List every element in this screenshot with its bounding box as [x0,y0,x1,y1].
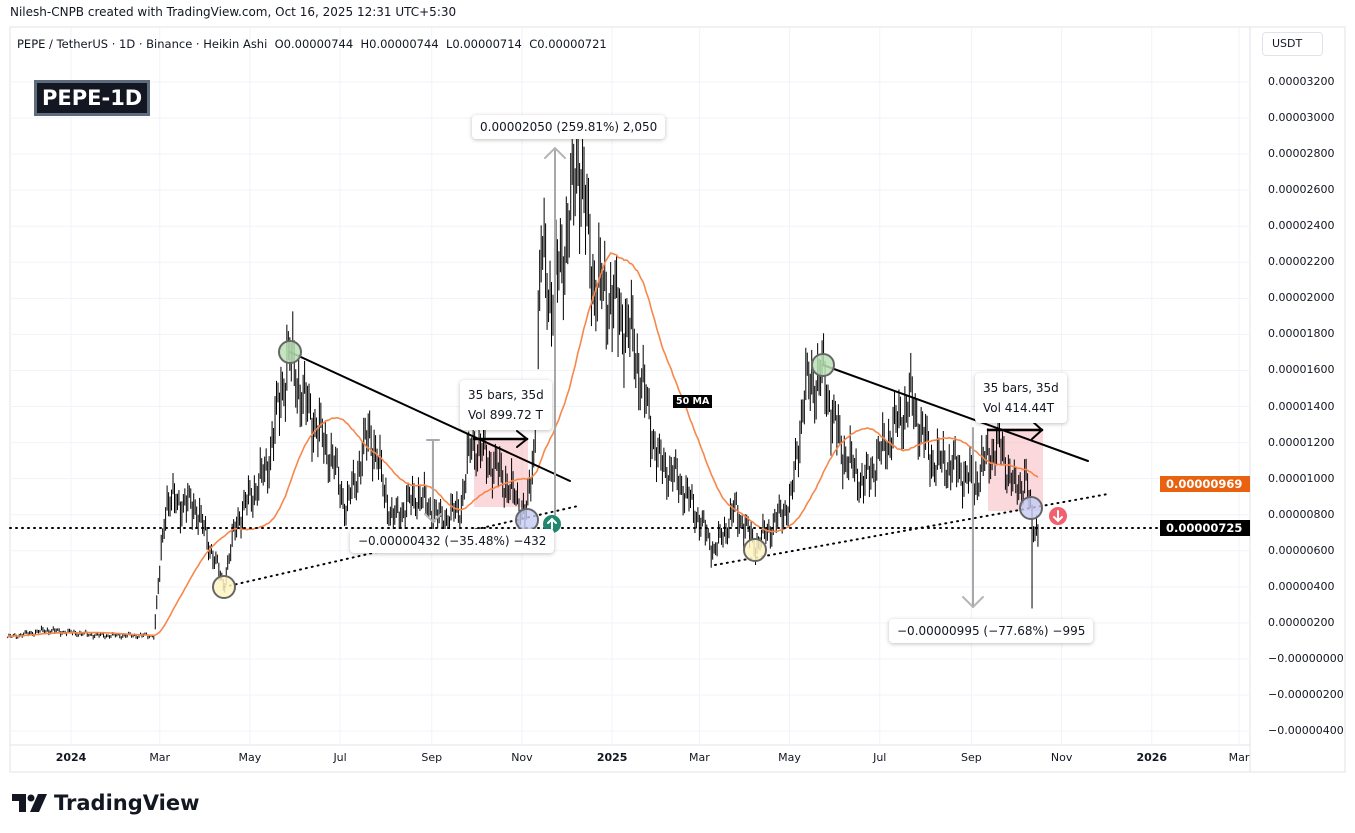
chart-badge: PEPE-1D [34,80,151,116]
range-volume-text: Vol 414.44T [983,401,1055,415]
ohlc-low: L0.00000714 [445,37,522,51]
range-info-2[interactable]: 35 bars, 35d Vol 414.44T [975,373,1067,423]
range-info-1[interactable]: 35 bars, 35d Vol 899.72 T [460,380,552,430]
time-tick-label: Mar [1228,751,1250,764]
chart-credit: Nilesh-CNPB created with TradingView.com… [10,5,457,19]
price-tick-label: 0.00001600 [1268,363,1335,377]
ma-50-line[interactable] [6,252,1039,638]
price-tick-label: −0.00000000 [1268,651,1344,665]
breakout-circle-1[interactable] [515,508,539,532]
ohlc-close: C0.00000721 [529,37,607,51]
price-tick-label: 0.00001200 [1268,435,1335,449]
arrow-right-icon [1031,420,1044,440]
price-tick-label: 0.00001000 [1268,471,1335,485]
range-bars-text: 35 bars, 35d [983,381,1059,395]
ohlc-open: O0.00000744 [274,37,354,51]
price-tick-label: 0.00000200 [1268,615,1335,629]
low-circle-1[interactable] [212,575,236,599]
time-tick-label: Jul [333,751,347,764]
time-tick-label: Mar [688,751,710,764]
price-tick-label: 0.00003000 [1268,111,1335,125]
price-tick-label: 0.00002000 [1268,291,1335,305]
time-tick-label: 2024 [55,751,87,764]
ma-price-label: 0.00000969 [1160,476,1250,492]
arrow-up-icon [544,146,566,159]
arrow-down-icon [424,513,442,524]
range-volume-text: Vol 899.72 T [468,408,543,422]
time-tick-label: 2026 [1136,751,1168,764]
price-tick-label: 0.00002800 [1268,147,1335,161]
ohlc-high: H0.00000744 [360,37,439,51]
price-tick-label: −0.00000200 [1268,688,1344,702]
time-tick-label: Sep [421,751,443,764]
price-tick-label: 0.00000400 [1268,579,1335,593]
time-tick-label: Mar [149,751,171,764]
peak-circle-2[interactable] [811,353,835,377]
ma-tag: 50 MA [673,395,713,408]
time-tick-label: May [238,751,262,764]
time-tick-label: Nov [511,751,533,764]
arrow-down-icon [962,596,984,609]
tradingview-logo[interactable]: TradingView [12,791,199,815]
drawings [9,146,1251,609]
breakdown-circle-2[interactable] [1019,496,1043,520]
symbol-legend[interactable]: PEPE / TetherUS · 1D · Binance · Heikin … [17,37,607,51]
time-tick-label: May [778,751,801,764]
price-tick-label: −0.00000400 [1268,724,1344,738]
price-tick-label: 0.00000600 [1268,543,1335,557]
price-tick-label: 0.00001400 [1268,399,1335,413]
symbol-info: PEPE / TetherUS · 1D · Binance · Heikin … [17,37,268,51]
tradingview-logo-icon [12,794,47,812]
support-trendline-2[interactable] [714,493,1109,566]
time-tick-label: Jul [873,751,887,764]
time-tick-label: Sep [961,751,982,764]
arrow-up-circle-icon[interactable] [543,515,561,533]
chart-frame [9,26,1346,773]
price-tick-label: 0.00003200 [1268,75,1335,88]
arrow-right-icon [516,430,529,448]
currency-button[interactable]: USDT [1262,32,1323,56]
price-tick-label: 0.00000800 [1268,507,1335,521]
range-bars-text: 35 bars, 35d [468,388,544,402]
price-chart[interactable] [0,0,1355,790]
resistance-trendline-2[interactable] [822,364,1089,462]
price-tick-label: 0.00002200 [1268,255,1335,269]
resistance-trendline-1[interactable] [289,351,571,482]
price-tick-label: 0.00001800 [1268,327,1335,341]
arrow-down-circle-icon[interactable] [1049,507,1067,525]
time-tick-label: 2025 [596,751,628,764]
last-price-label: 0.00000725 [1160,520,1250,536]
logo-text: TradingView [54,791,200,815]
measure-down-label-2[interactable]: −0.00000995 (−77.68%) −995 [889,619,1094,643]
time-tick-label: Nov [1050,751,1073,764]
measure-down-label-1[interactable]: −0.00000432 (−35.48%) −432 [350,529,555,553]
price-tick-label: 0.00002400 [1268,219,1335,233]
measure-up-label[interactable]: 0.00002050 (259.81%) 2,050 [472,115,666,139]
low-circle-2[interactable] [743,538,767,562]
peak-circle-1[interactable] [278,340,302,364]
price-tick-label: 0.00002600 [1268,183,1335,197]
